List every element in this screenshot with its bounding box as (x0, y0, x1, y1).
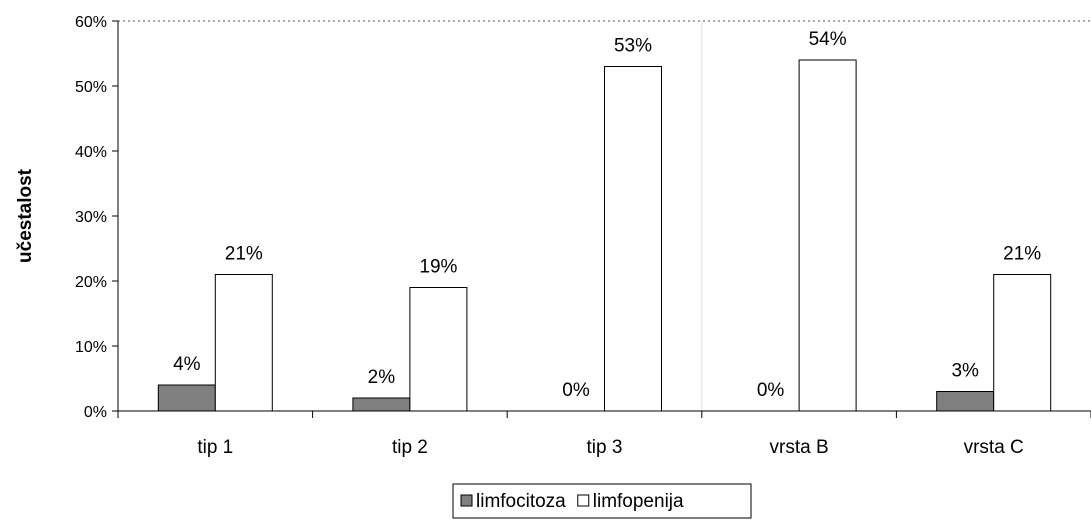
data-label: 54% (809, 29, 847, 50)
plot-area: 0% 10% 20% 30% 40% 50% 60% tip 1 tip 2 tip 3 vrsta… (75, 14, 1091, 458)
bar-limfopenija (604, 66, 662, 412)
y-tick-label: 10% (75, 339, 107, 356)
legend: limfocitoza limfopenija (452, 483, 752, 519)
bar-limfocitoza (936, 391, 995, 412)
bar-limfopenija (214, 274, 273, 412)
legend-label-limfocitoza: limfocitoza (476, 491, 566, 512)
x-tick-label: tip 3 (587, 437, 623, 458)
y-tick-label: 0% (84, 404, 107, 421)
x-tick-label: vrsta B (770, 437, 829, 458)
data-label: 2% (368, 367, 396, 388)
legend-label-limfopenija: limfopenija (593, 491, 684, 512)
data-label: 0% (562, 380, 590, 401)
bar-limfopenija (409, 287, 468, 412)
bar-limfocitoza (352, 397, 411, 412)
y-tick-label: 40% (75, 144, 107, 161)
data-label: 21% (1003, 244, 1041, 265)
x-tick-label: tip 1 (197, 437, 233, 458)
data-label: 19% (419, 257, 457, 278)
y-axis-title: učestalost (15, 168, 36, 263)
data-label: 0% (757, 380, 785, 401)
y-tick-label: 50% (75, 79, 107, 96)
data-label: 4% (173, 354, 201, 375)
y-tick-label: 60% (75, 14, 107, 31)
y-tick-label: 20% (75, 274, 107, 291)
data-label: 3% (951, 361, 979, 382)
data-label: 21% (225, 244, 263, 265)
bar-limfopenija (993, 274, 1052, 412)
legend-swatch-limfocitoza (460, 494, 473, 507)
bar-limfopenija (798, 59, 857, 412)
y-tick-label: 30% (75, 209, 107, 226)
data-label: 53% (614, 36, 652, 57)
bar-limfocitoza (157, 384, 216, 412)
legend-swatch-limfopenija (577, 494, 590, 507)
x-tick-label: vrsta C (964, 437, 1024, 458)
legend-box (452, 483, 752, 519)
x-tick-label: tip 2 (392, 437, 428, 458)
